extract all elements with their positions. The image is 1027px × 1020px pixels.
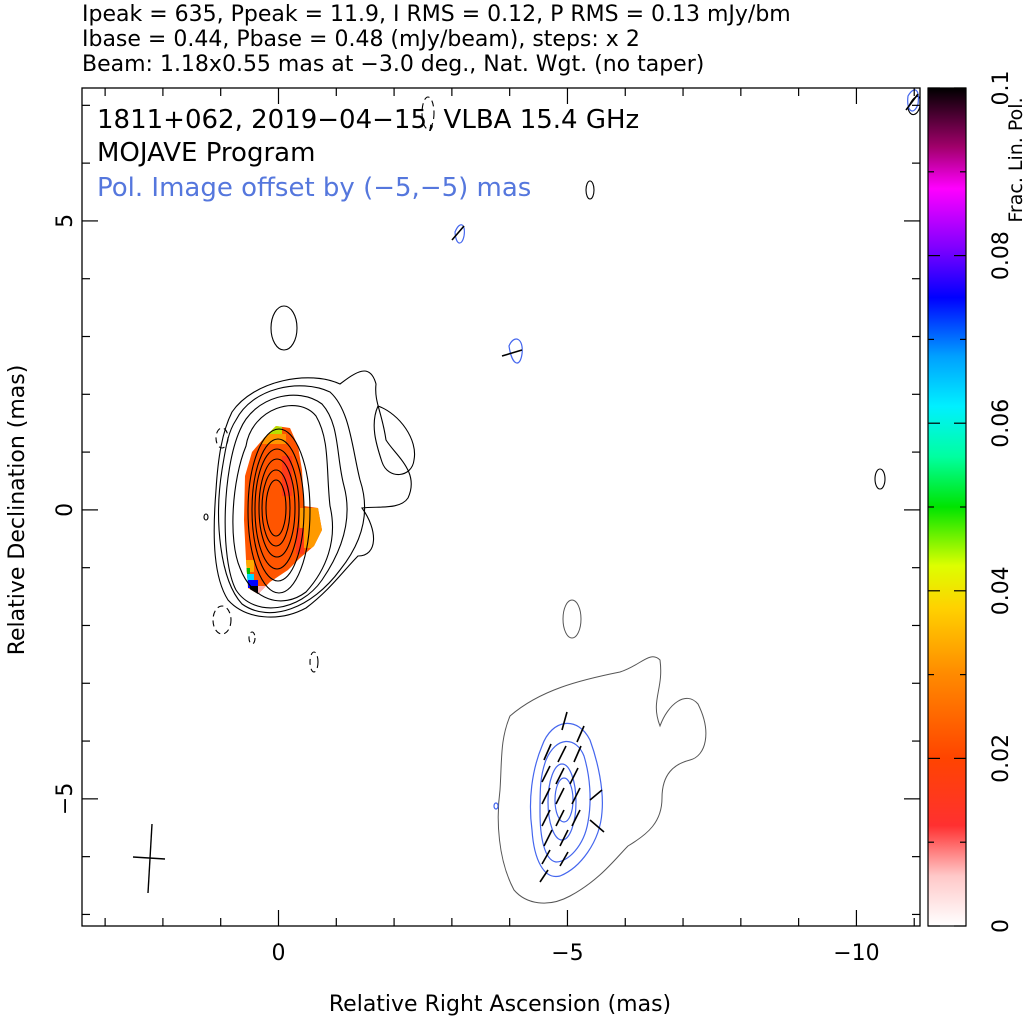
pol-contour-island-d [493, 802, 499, 810]
evpa-vector [543, 829, 553, 847]
core-contour-8 [261, 469, 291, 547]
evpa-vector [555, 787, 565, 805]
evpa-vectors [451, 93, 919, 883]
header-line-base: Ibase = 0.44, Pbase = 0.48 (mJy/beam), s… [82, 27, 640, 52]
beam-cross [132, 823, 166, 894]
evpa-vector [576, 725, 585, 743]
core-contour-7 [258, 458, 296, 558]
pol-contour-3 [554, 777, 574, 823]
colorbar-tick-label: 0.08 [989, 231, 1014, 280]
y-tick-label: 5 [53, 214, 78, 228]
offset-i-contour-0 [497, 656, 707, 904]
program-label: MOJAVE Program [97, 138, 315, 168]
core-contour-0 [213, 370, 412, 618]
source-label: 1811+062, 2019−04−15, VLBA 15.4 GHz [97, 105, 639, 135]
core-contour-4 [247, 428, 311, 594]
evpa-vector [543, 743, 552, 761]
evpa-vector [541, 787, 551, 805]
evpa-vector [451, 225, 465, 241]
pol-contours [454, 89, 919, 878]
evpa-vector [555, 767, 565, 785]
x-tick-label: −10 [833, 941, 879, 966]
x-tick-label: 0 [271, 941, 285, 966]
evpa-vector [555, 809, 565, 827]
evpa-vector [539, 869, 549, 883]
evpa-vector [557, 745, 567, 763]
evpa-vector [501, 349, 523, 357]
evpa-vector [559, 829, 569, 847]
colorbar-tick-label: 0.06 [989, 399, 1014, 448]
core-contour-2 [224, 394, 348, 609]
evpa-vector [571, 787, 581, 805]
stokes-i-core-contours [203, 95, 920, 618]
header-line-beam: Beam: 1.18x0.55 mas at −3.0 deg., Nat. W… [82, 52, 705, 77]
pol-offset-label: Pol. Image offset by (−5,−5) mas [97, 173, 531, 203]
colorbar-gradient [928, 88, 966, 926]
pol-contour-0 [529, 722, 603, 878]
evpa-vector [571, 809, 581, 827]
header-line-peaks: Ipeak = 635, Ppeak = 11.9, I RMS = 0.12,… [82, 2, 791, 27]
pol-contour-2 [547, 763, 577, 841]
plot-frame [81, 87, 921, 927]
colorbar-tick-label: 0.1 [989, 71, 1014, 106]
offset-i-contour-knot [562, 599, 582, 639]
isolated-contour-small [203, 513, 209, 521]
colorbar-tick-label: 0.04 [989, 566, 1014, 615]
x-axis-title: Relative Right Ascension (mas) [329, 992, 671, 1017]
frac-pol-image [244, 426, 322, 594]
evpa-vector [541, 765, 551, 783]
evpa-vector [569, 767, 579, 785]
evpa-vector [561, 711, 568, 731]
core-contour-3 [232, 405, 334, 602]
evpa-vector [589, 789, 603, 801]
y-tick-label: −5 [53, 783, 78, 815]
colorbar-title: Frac. Lin. Pol. [1005, 97, 1027, 222]
evpa-vector [541, 809, 551, 827]
axis-ticks [82, 88, 920, 926]
core-contour-6 [254, 448, 300, 570]
x-tick-label: −5 [551, 941, 583, 966]
axis-tick-labels: 0 −5 −10 5 0 −5 [53, 214, 880, 966]
pol-contour-island-a [454, 224, 465, 244]
colorbar-tick-label: 0.02 [989, 734, 1014, 783]
evpa-vector [573, 745, 582, 763]
colorbar-tick-label: 0 [989, 919, 1014, 933]
jet-contour-knot [373, 405, 416, 476]
isolated-contour-top [585, 180, 595, 200]
y-axis-title: Relative Declination (mas) [5, 365, 30, 656]
isolated-contour-north [270, 305, 298, 351]
evpa-vector [905, 93, 919, 111]
evpa-vector [589, 819, 605, 833]
y-tick-label: 0 [53, 503, 78, 517]
negative-contours [212, 96, 435, 673]
offset-polarised-image [451, 89, 919, 904]
evpa-vector [541, 849, 551, 865]
isolated-contour-east [874, 468, 886, 490]
pol-contour-island-b [508, 338, 523, 364]
core-contour-5 [251, 438, 305, 582]
core-contour-1 [218, 385, 366, 614]
colorbar-ticks: 0 0.02 0.04 0.06 0.08 0.1 [928, 71, 1014, 933]
evpa-vector [559, 851, 569, 867]
beam-minor-axis [132, 856, 166, 860]
core-contour-9 [265, 479, 287, 537]
